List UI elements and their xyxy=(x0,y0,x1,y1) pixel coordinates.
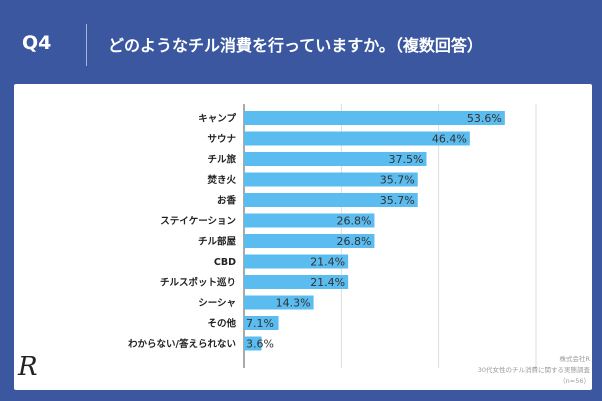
question-number: Q4 xyxy=(22,32,52,54)
bar xyxy=(244,152,427,166)
category-label: キャンプ xyxy=(198,113,236,125)
value-label: 3.6% xyxy=(246,338,274,351)
value-label: 7.1% xyxy=(246,317,274,330)
category-label: チル旅 xyxy=(207,154,236,166)
category-label: サウナ xyxy=(207,134,236,145)
bar xyxy=(244,316,279,330)
category-label: チルスポット巡り xyxy=(160,277,236,289)
category-label: ステイケーション xyxy=(160,216,236,227)
category-label: お香 xyxy=(217,195,237,207)
header-divider xyxy=(86,24,87,66)
source-company: 株式会社R xyxy=(559,355,590,363)
header-bar: Q4 どのようなチル消費を行っていますか。（複数回答） xyxy=(0,0,602,80)
category-label: CBD xyxy=(214,257,236,268)
bar xyxy=(244,111,505,125)
bar xyxy=(244,213,375,228)
value-label: 53.6% xyxy=(467,112,502,125)
value-label: 21.4% xyxy=(310,256,345,269)
category-label: その他 xyxy=(207,318,236,330)
source-survey: 30代女性のチル消費に関する実態調査 xyxy=(477,366,590,374)
value-label: 26.8% xyxy=(336,235,371,248)
bar xyxy=(244,295,314,310)
value-label: 37.5% xyxy=(389,153,424,166)
bar xyxy=(244,234,375,248)
brand-logo: R xyxy=(18,352,38,382)
source-note: 株式会社R 30代女性のチル消費に関する実態調査 （n=56） xyxy=(478,354,590,387)
bar xyxy=(244,131,470,146)
category-label: シーシャ xyxy=(198,298,236,309)
bar xyxy=(244,254,349,269)
category-label: わからない/答えられない xyxy=(128,338,236,350)
bar xyxy=(244,193,418,207)
bar xyxy=(244,336,262,351)
value-label: 46.4% xyxy=(432,133,467,146)
category-label: チル部屋 xyxy=(198,236,237,248)
category-label: 焚き火 xyxy=(206,174,236,186)
page-title: どのようなチル消費を行っていますか。（複数回答） xyxy=(108,36,483,55)
value-label: 35.7% xyxy=(380,194,415,207)
bar xyxy=(244,275,349,289)
bar xyxy=(244,172,418,187)
value-label: 14.3% xyxy=(276,297,311,310)
source-sample: （n=56） xyxy=(559,377,590,385)
value-label: 21.4% xyxy=(310,276,345,289)
value-label: 35.7% xyxy=(380,174,415,187)
value-label: 26.8% xyxy=(336,215,371,228)
